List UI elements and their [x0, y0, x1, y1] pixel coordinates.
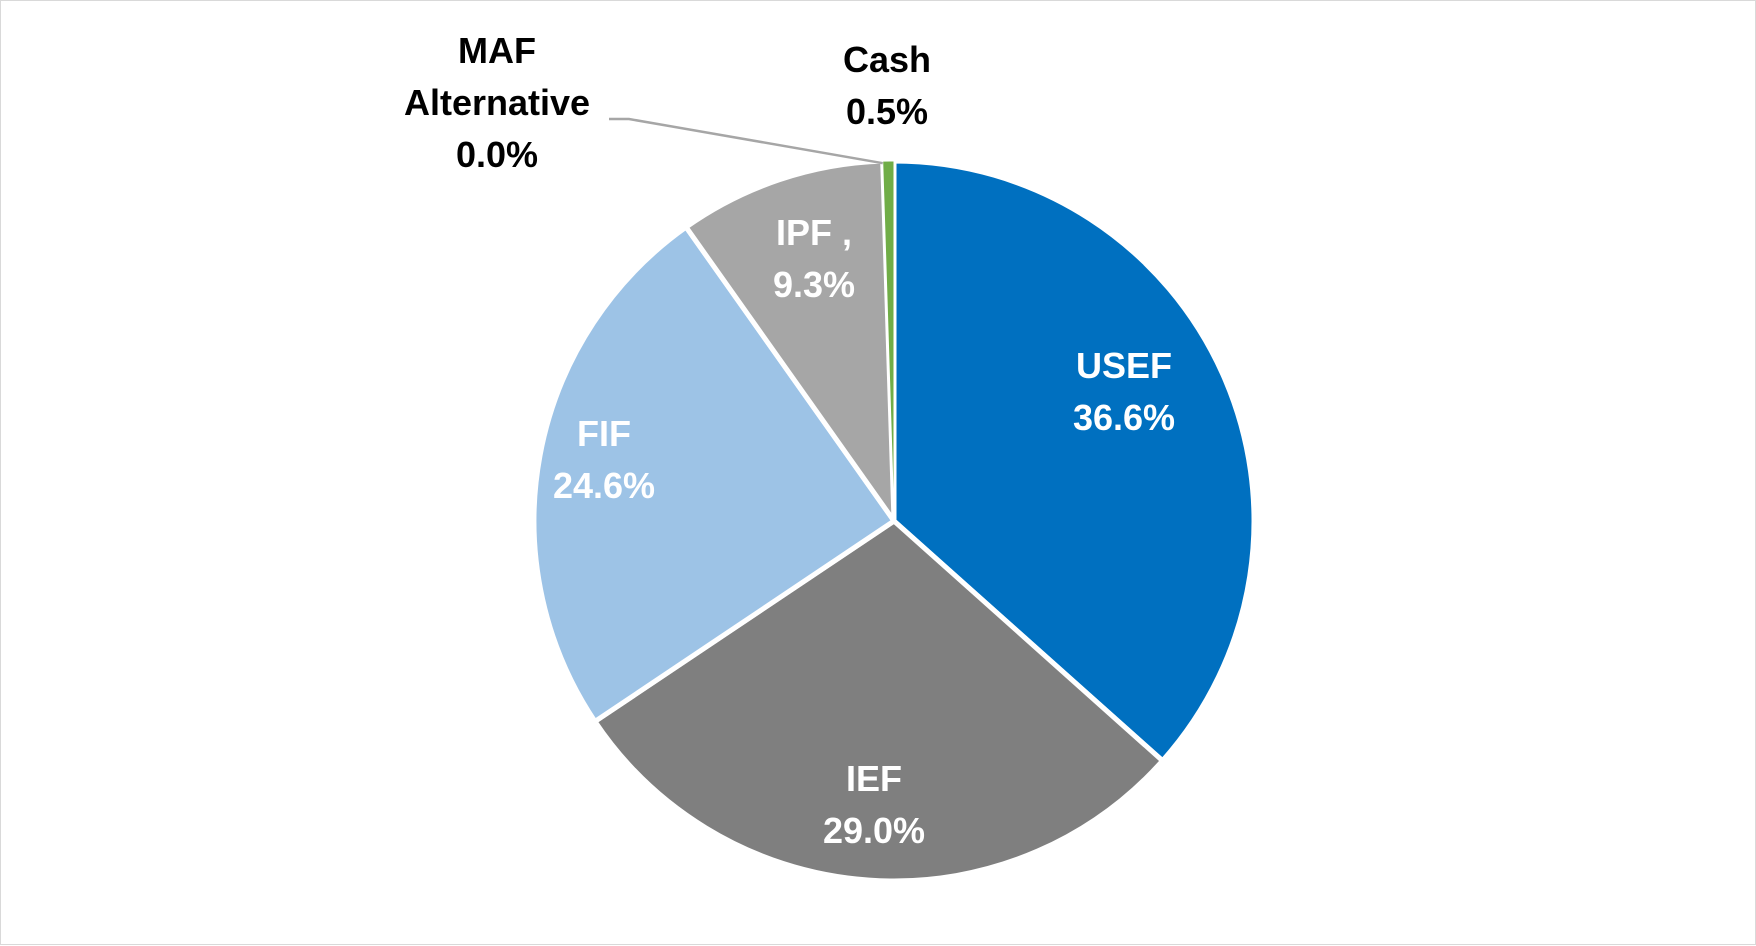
data-label-name: IEF: [846, 758, 902, 799]
data-label-maf-alternative: MAF Alternative 0.0%: [404, 30, 590, 175]
data-label-name: IPF ,: [776, 212, 852, 253]
pie-slice-fif: [531, 224, 897, 724]
data-labels: USEF 36.6% IEF 29.0% FIF 24.6% IPF , 9.3% MAF Alt…: [404, 30, 1175, 851]
data-label-usef: USEF 36.6%: [1073, 345, 1175, 438]
data-label-value: 36.6%: [1073, 397, 1175, 438]
data-label-name: Alternative: [404, 82, 590, 123]
pie-slice-ipf: [683, 158, 897, 524]
leader-lines: [609, 117, 883, 165]
data-label-value: 9.3%: [773, 264, 855, 305]
data-label-ief: IEF 29.0%: [823, 758, 925, 851]
pie-slice-cash: [882, 160, 895, 522]
data-label-cash: Cash 0.5%: [843, 39, 931, 132]
data-label-value: 0.0%: [456, 134, 538, 175]
pie-slices: [531, 158, 1257, 884]
data-label-ipf: IPF , 9.3%: [773, 212, 855, 305]
data-label-name: USEF: [1076, 345, 1172, 386]
data-label-name: MAF: [458, 30, 536, 71]
data-label-value: 0.5%: [846, 91, 928, 132]
data-label-name: FIF: [577, 413, 631, 454]
pie-slice-usef: [891, 158, 1257, 764]
leader-line-maf-alternative: [609, 117, 883, 165]
data-label-fif: FIF 24.6%: [553, 413, 655, 506]
pie-slice-ief: [592, 518, 1166, 884]
data-label-value: 29.0%: [823, 810, 925, 851]
data-label-value: 24.6%: [553, 465, 655, 506]
data-label-name: Cash: [843, 39, 931, 80]
